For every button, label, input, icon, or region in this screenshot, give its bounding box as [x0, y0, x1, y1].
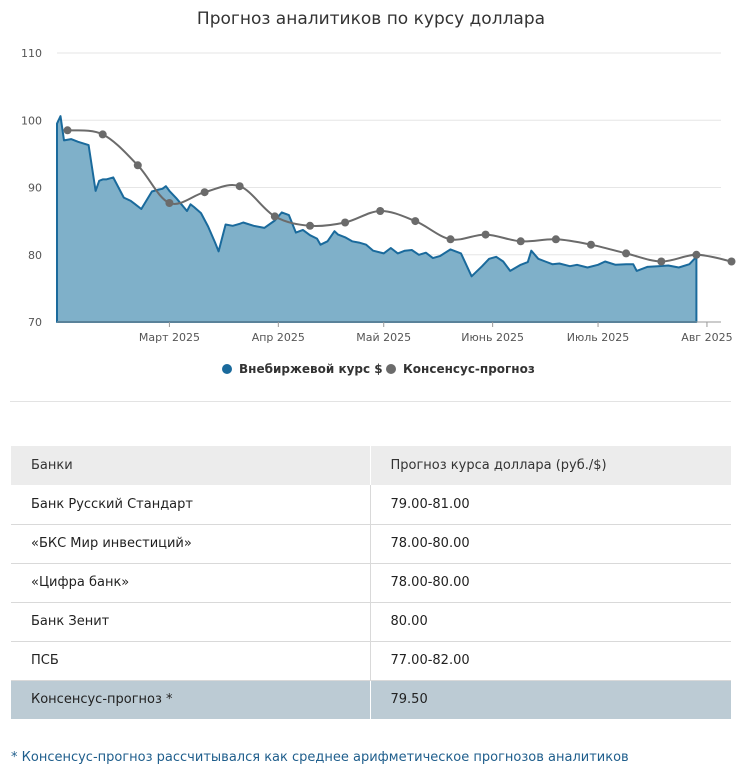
bank-name: Банк Русский Стандарт: [11, 485, 371, 525]
forecast-value: 78.00-80.00: [370, 524, 731, 564]
bank-name: «БКС Мир инвестиций»: [11, 524, 371, 564]
consensus-label: Консенсус-прогноз *: [11, 680, 371, 719]
forecast-value: 79.00-81.00: [370, 485, 731, 525]
footnote: * Консенсус-прогноз рассчитывался как ср…: [11, 750, 629, 765]
consensus-point[interactable]: [516, 237, 525, 246]
consensus-point[interactable]: [98, 130, 107, 139]
consensus-point[interactable]: [200, 188, 209, 197]
consensus-point[interactable]: [63, 126, 72, 135]
consensus-value: 79.50: [370, 680, 731, 719]
legend-otc-marker: [222, 364, 232, 374]
consensus-point[interactable]: [481, 230, 490, 239]
consensus-point[interactable]: [376, 207, 385, 215]
column-header-forecast: Прогноз курса доллара (руб./$): [370, 446, 731, 485]
forecast-value: 80.00: [370, 602, 731, 642]
consensus-point[interactable]: [165, 199, 174, 207]
table-row: «БКС Мир инвестиций» 78.00-80.00: [11, 524, 731, 564]
consensus-point[interactable]: [551, 235, 560, 244]
y-tick-label: 70: [28, 316, 42, 329]
consensus-point[interactable]: [446, 235, 455, 244]
consensus-point[interactable]: [341, 218, 350, 227]
y-tick-label: 80: [28, 249, 42, 262]
bank-name: «Цифра банк»: [11, 563, 371, 603]
table-row: Банк Русский Стандарт 79.00-81.00: [11, 485, 731, 525]
consensus-point[interactable]: [657, 257, 666, 266]
x-tick-label: Май 2025: [356, 331, 411, 344]
otc-rate-area: [56, 115, 698, 323]
consensus-row: Консенсус-прогноз * 79.50: [11, 680, 731, 719]
usd-forecast-chart: Прогноз аналитиков по курсу доллара 70 80…: [21, 9, 736, 376]
x-tick-label: Март 2025: [139, 331, 200, 344]
consensus-point[interactable]: [235, 182, 244, 191]
bank-forecast-table: Банки Прогноз курса доллара (руб./$) Бан…: [11, 446, 731, 719]
consensus-point[interactable]: [270, 212, 279, 221]
consensus-point[interactable]: [622, 249, 631, 258]
chart-title: Прогноз аналитиков по курсу доллара: [197, 9, 545, 29]
forecast-value: 78.00-80.00: [370, 563, 731, 603]
consensus-point[interactable]: [692, 250, 701, 259]
x-tick-label: Июнь 2025: [461, 331, 524, 344]
bank-name: ПСБ: [11, 641, 371, 681]
y-tick-label: 90: [28, 182, 42, 195]
chart-legend: Внебиржевой курс $ Консенсус-прогноз: [222, 362, 535, 376]
consensus-point[interactable]: [133, 161, 142, 170]
y-tick-label: 100: [21, 114, 42, 127]
x-tick-label: Авг 2025: [681, 331, 732, 344]
consensus-point[interactable]: [727, 257, 736, 266]
x-tick-label: Июль 2025: [567, 331, 630, 344]
legend-otc-label[interactable]: Внебиржевой курс $: [239, 362, 383, 376]
x-tick-label: Апр 2025: [252, 331, 305, 344]
forecast-value: 77.00-82.00: [370, 641, 731, 681]
consensus-point[interactable]: [306, 221, 314, 230]
consensus-point[interactable]: [411, 217, 420, 226]
legend-consensus-label[interactable]: Консенсус-прогноз: [403, 362, 535, 376]
table-row: ПСБ 77.00-82.00: [11, 641, 731, 681]
legend-consensus-marker: [386, 364, 396, 374]
section-divider: [10, 401, 731, 402]
bank-name: Банк Зенит: [11, 602, 371, 642]
table-row: «Цифра банк» 78.00-80.00: [11, 563, 731, 603]
column-header-banks: Банки: [11, 446, 371, 485]
table-header-row: Банки Прогноз курса доллара (руб./$): [11, 446, 731, 485]
y-tick-label: 110: [21, 47, 42, 60]
table-row: Банк Зенит 80.00: [11, 602, 731, 642]
consensus-point[interactable]: [587, 240, 595, 249]
